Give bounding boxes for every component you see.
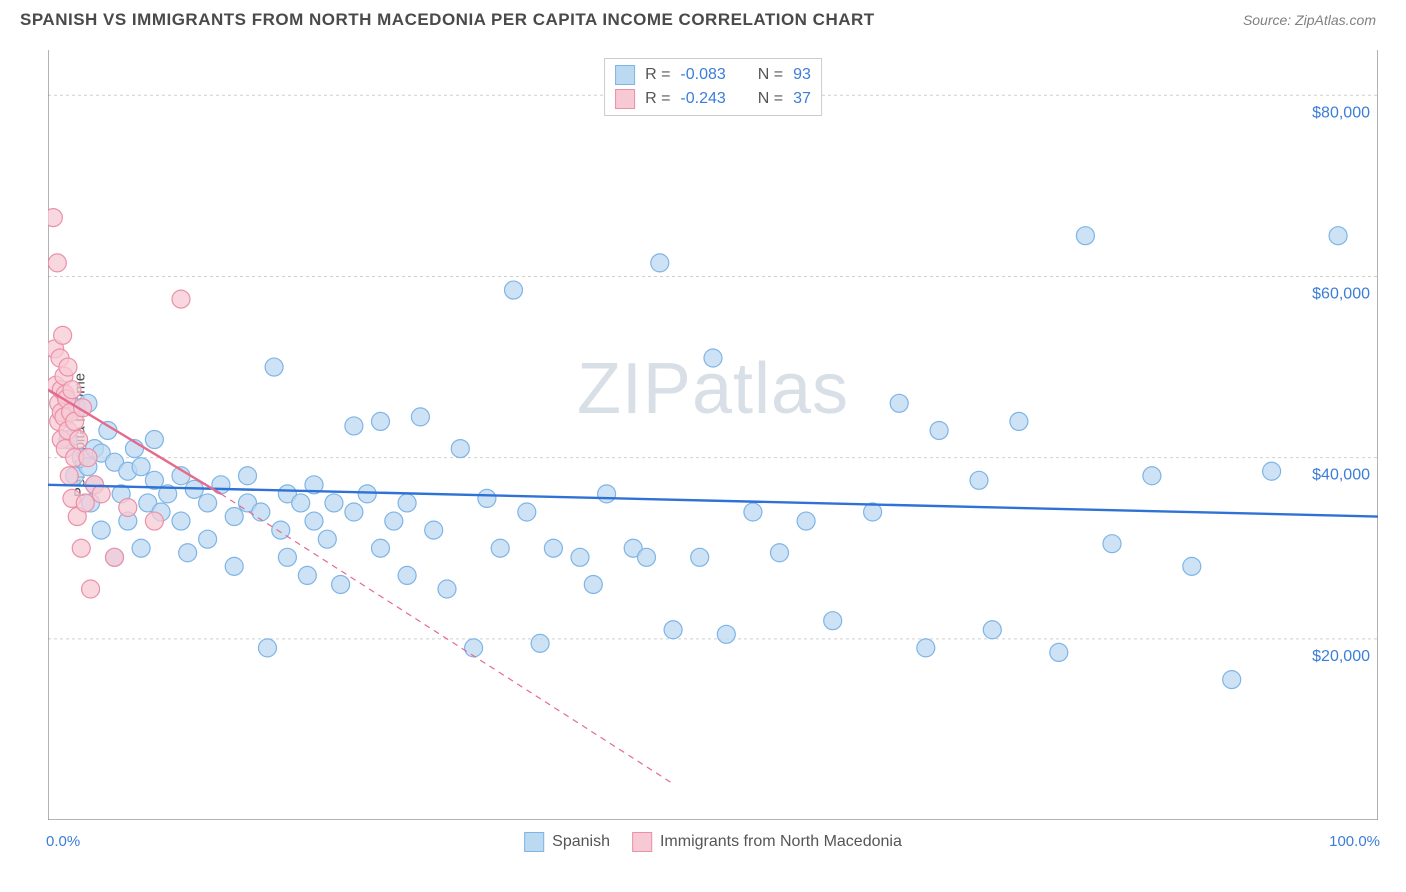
chart-container: Per Capita Income $20,000$40,000$60,000$… [48, 50, 1378, 820]
legend-swatch [632, 832, 652, 852]
svg-text:$20,000: $20,000 [1312, 648, 1370, 665]
legend-label: Spanish [552, 833, 610, 851]
n-value: 37 [793, 90, 811, 108]
legend: Spanish Immigrants from North Macedonia [524, 832, 902, 852]
svg-text:$40,000: $40,000 [1312, 467, 1370, 484]
x-axis-max-label: 100.0% [1329, 833, 1380, 850]
r-value: -0.083 [680, 66, 725, 84]
r-label: R = [645, 66, 670, 84]
legend-label: Immigrants from North Macedonia [660, 833, 902, 851]
n-label: N = [758, 66, 783, 84]
svg-text:$60,000: $60,000 [1312, 285, 1370, 302]
legend-item: Immigrants from North Macedonia [632, 832, 902, 852]
stats-row: R = -0.083 N = 93 [615, 63, 811, 87]
svg-text:$80,000: $80,000 [1312, 104, 1370, 121]
series-swatch [615, 89, 635, 109]
chart-title: SPANISH VS IMMIGRANTS FROM NORTH MACEDON… [20, 10, 875, 30]
stats-box: R = -0.083 N = 93 R = -0.243 N = 37 [604, 58, 822, 116]
legend-item: Spanish [524, 832, 610, 852]
stats-row: R = -0.243 N = 37 [615, 87, 811, 111]
x-axis-min-label: 0.0% [46, 833, 80, 850]
series-swatch [615, 65, 635, 85]
n-value: 93 [793, 66, 811, 84]
r-label: R = [645, 90, 670, 108]
r-value: -0.243 [680, 90, 725, 108]
source-credit: Source: ZipAtlas.com [1243, 12, 1376, 28]
legend-swatch [524, 832, 544, 852]
n-label: N = [758, 90, 783, 108]
scatter-plot: $20,000 $40,000 $60,000 $80,000 [48, 50, 1378, 820]
